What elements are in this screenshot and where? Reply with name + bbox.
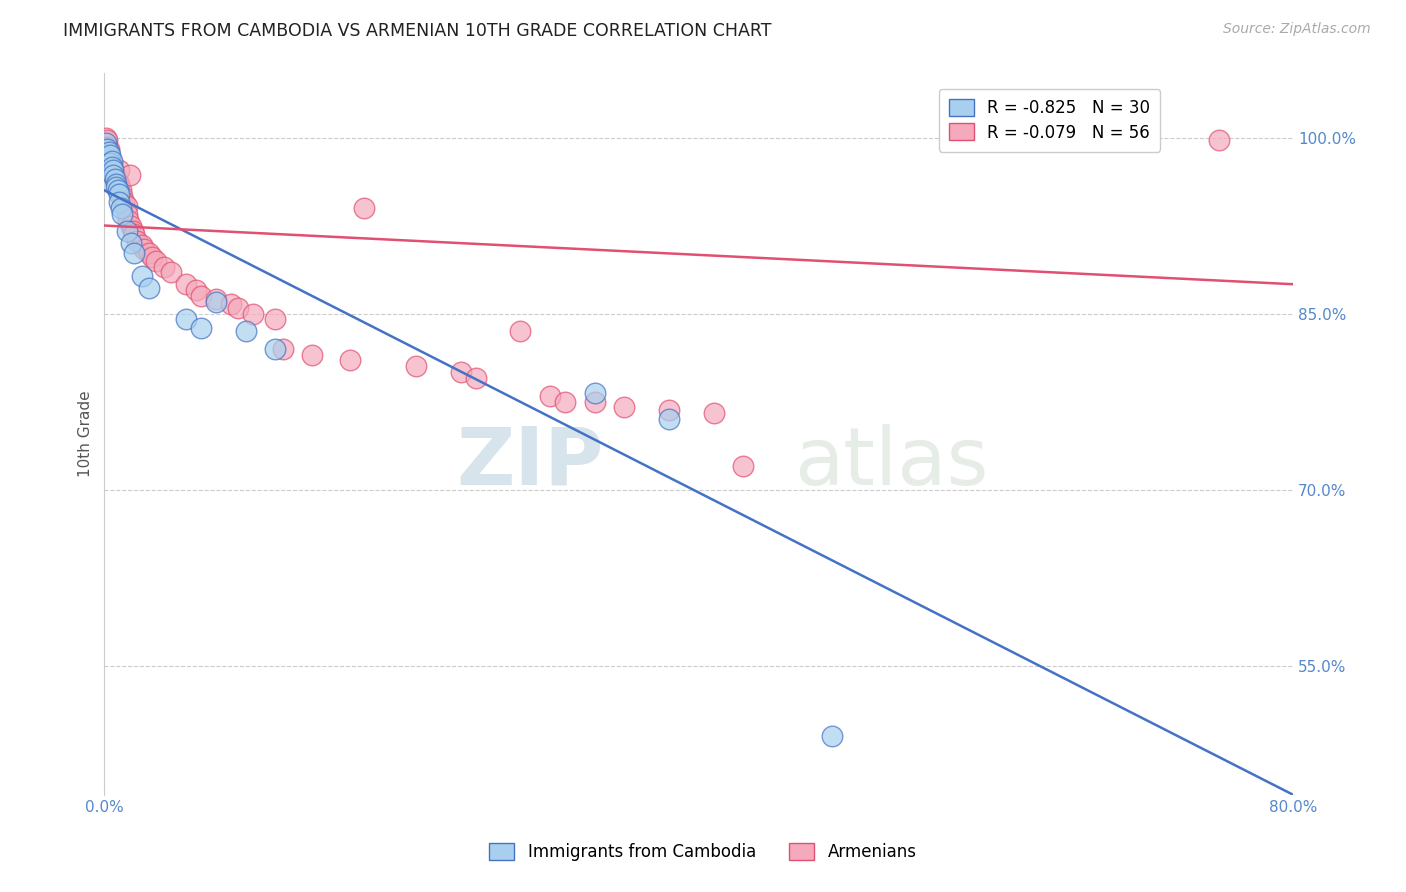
Point — [174, 312, 197, 326]
Point — [138, 281, 160, 295]
Legend: R = -0.825   N = 30, R = -0.079   N = 56: R = -0.825 N = 30, R = -0.079 N = 56 — [939, 88, 1160, 152]
Point — [153, 260, 176, 274]
Point — [190, 289, 212, 303]
Point — [821, 729, 844, 743]
Point — [111, 189, 134, 203]
Point — [242, 307, 264, 321]
Point — [145, 253, 167, 268]
Text: Source: ZipAtlas.com: Source: ZipAtlas.com — [1223, 22, 1371, 37]
Point — [160, 265, 183, 279]
Point — [112, 195, 135, 210]
Point — [131, 238, 153, 252]
Point — [186, 283, 208, 297]
Point — [96, 142, 118, 156]
Point — [301, 348, 323, 362]
Point — [97, 148, 120, 162]
Point — [104, 171, 127, 186]
Point — [115, 224, 138, 238]
Point — [125, 234, 148, 248]
Point — [107, 183, 129, 197]
Point — [96, 133, 118, 147]
Point — [108, 195, 131, 210]
Point — [118, 168, 141, 182]
Point — [235, 324, 257, 338]
Point — [110, 201, 132, 215]
Point — [111, 207, 134, 221]
Point — [733, 459, 755, 474]
Point — [583, 386, 606, 401]
Point — [131, 268, 153, 283]
Point — [554, 394, 576, 409]
Point — [120, 219, 142, 233]
Point — [219, 297, 242, 311]
Point — [264, 342, 287, 356]
Point — [271, 342, 294, 356]
Point — [538, 389, 561, 403]
Point — [702, 406, 724, 420]
Point — [108, 178, 131, 192]
Point — [405, 359, 427, 374]
Point — [658, 412, 681, 426]
Point — [264, 312, 287, 326]
Point — [115, 207, 138, 221]
Point — [583, 394, 606, 409]
Point — [353, 201, 375, 215]
Point — [121, 224, 143, 238]
Text: ZIP: ZIP — [457, 424, 603, 501]
Point — [141, 250, 163, 264]
Point — [97, 142, 120, 156]
Point — [98, 152, 121, 166]
Text: atlas: atlas — [794, 424, 988, 501]
Point — [105, 179, 128, 194]
Point — [101, 153, 124, 168]
Point — [613, 401, 636, 415]
Point — [204, 294, 226, 309]
Point — [98, 156, 121, 170]
Text: IMMIGRANTS FROM CAMBODIA VS ARMENIAN 10TH GRADE CORRELATION CHART: IMMIGRANTS FROM CAMBODIA VS ARMENIAN 10T… — [63, 22, 772, 40]
Point — [138, 245, 160, 260]
Point — [509, 324, 531, 338]
Point — [117, 212, 139, 227]
Point — [108, 186, 131, 201]
Point — [122, 245, 145, 260]
Point — [108, 163, 131, 178]
Point — [122, 227, 145, 241]
Legend: Immigrants from Cambodia, Armenians: Immigrants from Cambodia, Armenians — [482, 836, 924, 868]
Point — [104, 168, 127, 182]
Point — [101, 160, 124, 174]
Point — [204, 293, 226, 307]
Point — [105, 171, 128, 186]
Y-axis label: 10th Grade: 10th Grade — [79, 391, 93, 477]
Point — [103, 163, 125, 178]
Point — [105, 178, 128, 192]
Point — [450, 365, 472, 379]
Point — [97, 145, 120, 159]
Point — [103, 168, 125, 182]
Point — [103, 163, 125, 178]
Point — [110, 183, 132, 197]
Point — [190, 320, 212, 334]
Point — [96, 140, 118, 154]
Point — [101, 156, 124, 170]
Point — [115, 198, 138, 212]
Point — [94, 136, 117, 151]
Point — [98, 148, 121, 162]
Point — [1208, 133, 1230, 147]
Point — [174, 277, 197, 292]
Point — [339, 353, 361, 368]
Point — [120, 236, 142, 251]
Point — [658, 402, 681, 417]
Point — [226, 301, 249, 315]
Point — [101, 160, 124, 174]
Point — [107, 175, 129, 189]
Point — [134, 242, 156, 256]
Point — [94, 130, 117, 145]
Point — [464, 371, 486, 385]
